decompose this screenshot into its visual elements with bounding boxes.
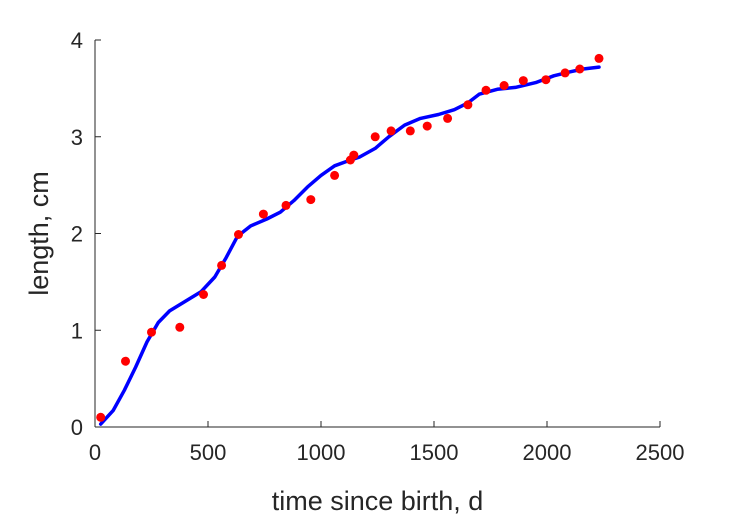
- x-tick-label: 1500: [410, 440, 459, 465]
- data-point: [560, 68, 570, 78]
- data-point: [147, 327, 156, 337]
- data-point: [541, 75, 551, 85]
- y-tick-label: 3: [71, 125, 83, 150]
- y-axis-title: length, cm: [24, 171, 54, 296]
- y-tick-label: 0: [71, 415, 83, 440]
- data-point: [518, 76, 528, 86]
- data-point: [499, 81, 509, 90]
- data-point: [349, 150, 359, 160]
- data-point: [175, 322, 185, 332]
- data-point: [281, 200, 291, 210]
- x-ticks: 0 500 1000 1500 2000 2500: [89, 421, 685, 465]
- fit-line: [98, 65, 601, 426]
- data-point: [386, 126, 396, 136]
- data-point: [199, 290, 208, 299]
- plot-area: [96, 53, 604, 426]
- data-point: [234, 230, 243, 239]
- x-tick-label: 0: [89, 440, 101, 465]
- data-point: [405, 126, 415, 136]
- data-point: [370, 132, 380, 142]
- y-tick-label: 2: [71, 222, 83, 247]
- x-axis-title: time since birth, d: [272, 486, 484, 516]
- y-tick-label: 4: [71, 28, 83, 53]
- x-tick-label: 2500: [636, 440, 685, 465]
- data-point: [96, 412, 106, 422]
- data-point: [258, 209, 268, 219]
- x-tick-label: 2000: [523, 440, 572, 465]
- y-ticks: 0 1 2 3 4: [71, 28, 101, 440]
- data-point: [121, 356, 130, 366]
- data-point: [422, 121, 432, 131]
- x-tick-label: 500: [190, 440, 227, 465]
- data-point: [463, 100, 473, 110]
- data-point: [443, 113, 453, 123]
- data-point: [306, 195, 316, 205]
- x-tick-label: 1000: [297, 440, 346, 465]
- data-point: [330, 170, 340, 180]
- data-point: [575, 64, 585, 74]
- data-point: [481, 85, 491, 95]
- y-tick-label: 1: [71, 318, 83, 343]
- data-point: [594, 53, 604, 63]
- data-point: [217, 260, 227, 270]
